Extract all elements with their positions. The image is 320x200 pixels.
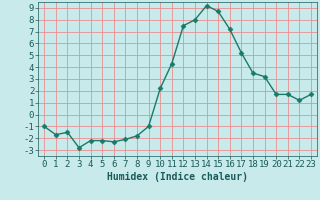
X-axis label: Humidex (Indice chaleur): Humidex (Indice chaleur) [107, 172, 248, 182]
